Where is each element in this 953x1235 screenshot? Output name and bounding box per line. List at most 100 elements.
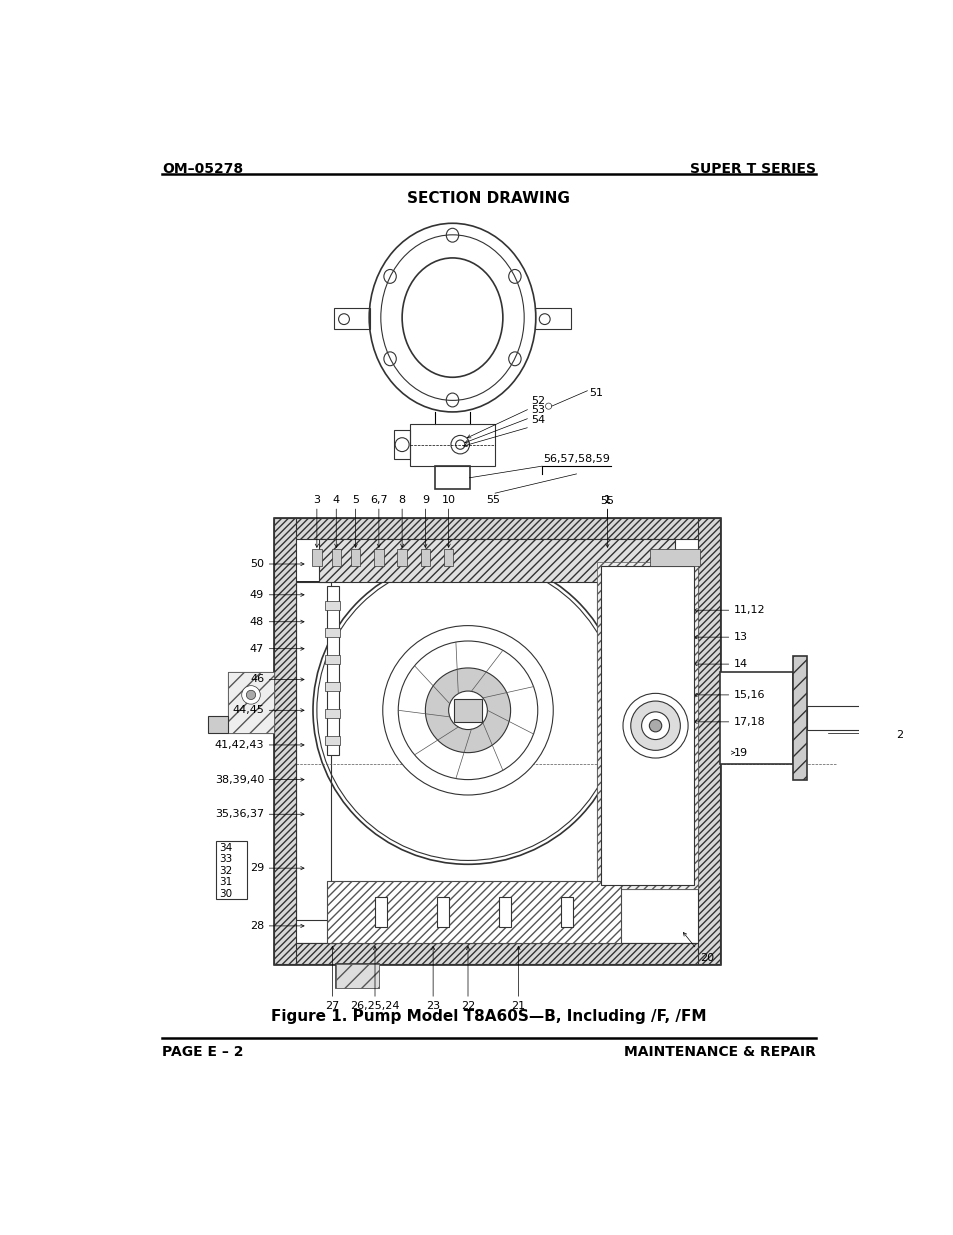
Circle shape [458,701,476,720]
Text: OM–05278: OM–05278 [162,162,243,177]
Circle shape [622,693,687,758]
Bar [295,540,698,942]
Text: 32: 32 [219,866,233,876]
Circle shape [241,685,260,704]
Text: Figure 1. Pump Model T8A60S—B, Including /F, /FM: Figure 1. Pump Model T8A60S—B, Including… [271,1009,706,1024]
Bar [435,466,469,489]
Bar [334,308,370,330]
Text: 10: 10 [441,495,456,505]
Bar [335,965,378,988]
Text: 33: 33 [219,855,233,864]
Bar [534,308,571,330]
Text: 48: 48 [250,616,264,626]
Text: 17,18: 17,18 [733,716,764,727]
Text: 8: 8 [398,495,405,505]
Circle shape [246,690,255,699]
Text: 2: 2 [896,730,902,740]
Text: 50: 50 [250,559,264,569]
Bar [394,430,410,459]
Bar [216,841,247,899]
Bar [600,567,694,885]
Bar [324,682,340,692]
Text: 13: 13 [733,632,747,642]
Bar [324,601,340,610]
Bar [698,517,720,965]
Bar [597,562,698,889]
Text: 1: 1 [603,495,610,505]
Bar [720,672,793,764]
Text: 20: 20 [700,953,714,963]
Bar [420,548,430,566]
Bar [295,582,331,920]
Bar [319,540,674,582]
Text: 28: 28 [250,921,264,931]
Text: 35,36,37: 35,36,37 [214,809,264,819]
Bar [335,965,378,988]
Text: 29: 29 [250,863,264,873]
Text: 44,45: 44,45 [233,705,264,715]
Text: 47: 47 [250,643,264,653]
Bar [208,716,228,734]
Bar [374,548,383,566]
Text: 38,39,40: 38,39,40 [214,774,264,784]
Text: 41,42,43: 41,42,43 [214,740,264,750]
Text: 23: 23 [426,1000,439,1010]
Bar [327,585,338,755]
Bar [332,548,340,566]
Circle shape [425,668,510,752]
Text: 46: 46 [250,674,264,684]
Bar [327,882,620,942]
Bar [324,655,340,664]
Text: 14: 14 [733,659,747,669]
Text: 51: 51 [588,388,602,398]
Text: 21: 21 [511,1000,525,1010]
Text: 15,16: 15,16 [733,690,764,700]
Text: 19: 19 [733,747,747,757]
Bar [560,897,573,927]
Circle shape [382,626,553,795]
Text: PAGE E – 2: PAGE E – 2 [162,1045,243,1060]
Text: 56,57,58,59: 56,57,58,59 [542,454,609,464]
Text: 49: 49 [250,590,264,600]
Bar [436,897,449,927]
Bar [443,548,453,566]
Bar [274,517,295,965]
Text: SECTION DRAWING: SECTION DRAWING [407,190,570,205]
Bar [228,672,274,734]
Text: 22: 22 [460,1000,475,1010]
Text: 30: 30 [219,889,233,899]
Bar [498,897,511,927]
Text: 11,12: 11,12 [733,605,764,615]
Bar [375,897,387,927]
Text: 55: 55 [485,495,499,505]
Bar [324,627,340,637]
Text: 6,7: 6,7 [370,495,387,505]
Text: 4: 4 [333,495,339,505]
Bar [397,548,406,566]
Text: 5: 5 [352,495,358,505]
Text: 31: 31 [219,877,233,888]
Text: 52: 52 [531,396,545,406]
Text: MAINTENANCE & REPAIR: MAINTENANCE & REPAIR [623,1045,815,1060]
Text: 27: 27 [325,1000,339,1010]
Text: 55: 55 [599,496,614,506]
Text: 3: 3 [313,495,320,505]
Bar [274,517,720,965]
Circle shape [630,701,679,751]
Text: 53: 53 [531,405,545,415]
Text: 54: 54 [531,415,545,425]
Text: 9: 9 [421,495,429,505]
Bar [312,548,321,566]
Text: 26,25,24: 26,25,24 [350,1000,399,1010]
Bar [324,709,340,718]
Circle shape [649,720,661,732]
Text: 34: 34 [219,842,233,852]
Bar [351,548,360,566]
Bar [597,562,698,889]
Bar [649,548,700,566]
Circle shape [641,711,669,740]
Circle shape [448,692,487,730]
Bar [327,882,620,942]
Bar [410,424,495,466]
Text: SUPER T SERIES: SUPER T SERIES [689,162,815,177]
